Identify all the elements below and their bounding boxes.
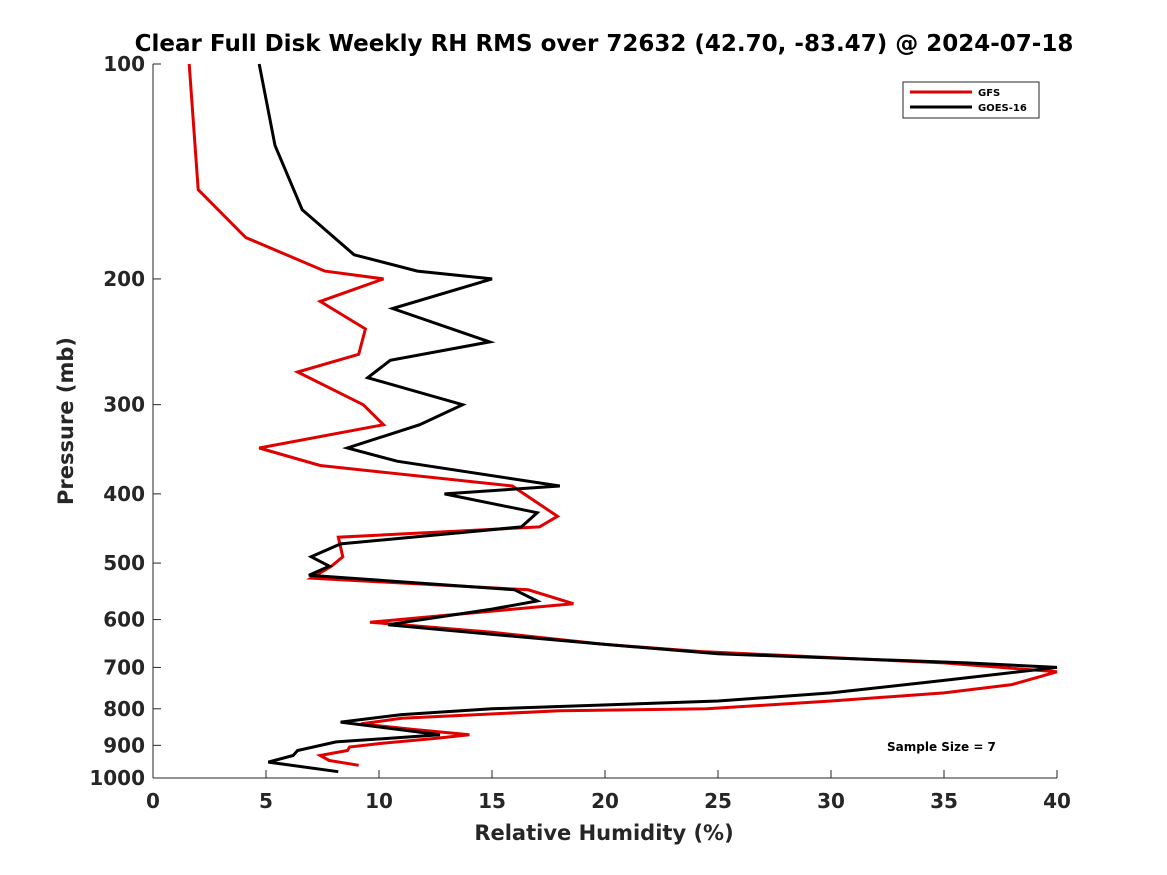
- series-line-goes16: [257, 63, 1058, 774]
- x-tick-label: 40: [1043, 789, 1071, 813]
- x-tick-label: 0: [146, 789, 160, 813]
- y-tick-label: 900: [103, 733, 145, 757]
- x-tick-label: 30: [817, 789, 845, 813]
- x-tick-label: 20: [591, 789, 619, 813]
- y-tick-label: 600: [103, 608, 145, 632]
- y-tick-label: 1000: [89, 766, 145, 790]
- legend-box: [902, 81, 1040, 119]
- x-axis-label: Relative Humidity (%): [474, 821, 733, 845]
- y-ticks: 100 200 300 400 500 600 700 800 900 1000: [89, 52, 161, 790]
- x-tick-label: 5: [259, 789, 273, 813]
- y-tick-label: 500: [103, 551, 145, 575]
- y-axis-label: Pressure (mb): [54, 337, 78, 505]
- series-line-gfs: [187, 63, 1058, 767]
- y-tick-label: 300: [103, 393, 145, 417]
- y-tick-label: 800: [103, 697, 145, 721]
- chart-title: Clear Full Disk Weekly RH RMS over 72632…: [135, 31, 1074, 57]
- legend-label-goes16: GOES-16: [978, 103, 1027, 114]
- legend: GFS GOES-16: [902, 81, 1040, 119]
- legend-label-gfs: GFS: [978, 88, 1000, 99]
- series-lines: [187, 63, 1058, 774]
- y-tick-label: 400: [103, 482, 145, 506]
- x-tick-label: 10: [365, 789, 393, 813]
- x-tick-label: 15: [478, 789, 506, 813]
- y-tick-label: 100: [103, 52, 145, 76]
- x-ticks: 0 5 10 15 20 25 30 35 40: [146, 770, 1071, 813]
- x-tick-label: 35: [930, 789, 958, 813]
- plot-area: 0 5 10 15 20 25 30 35 40 100 200 300 400 500 600 700 80…: [89, 52, 1071, 813]
- y-tick-label: 700: [103, 655, 145, 679]
- sample-size-annotation: Sample Size = 7: [887, 740, 996, 754]
- x-tick-label: 25: [704, 789, 732, 813]
- y-tick-label: 200: [103, 267, 145, 291]
